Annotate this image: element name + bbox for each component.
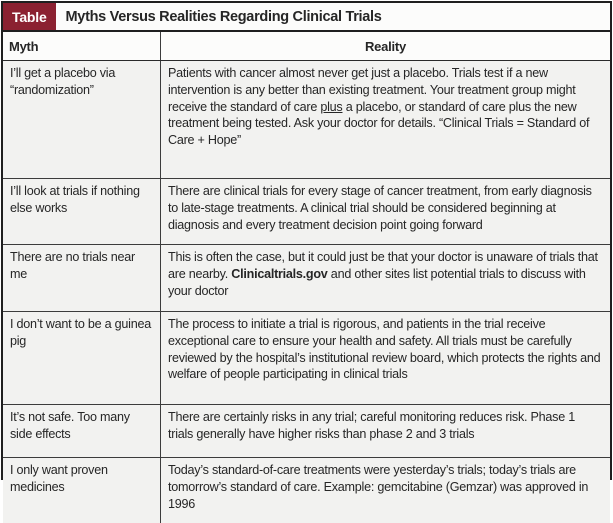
reality-cell: Patients with cancer almost never get ju… [161, 61, 611, 179]
myth-cell: It’s not safe. Too many side effects [3, 405, 161, 458]
myths-realities-table-figure: Table Myths Versus Realities Regarding C… [1, 1, 612, 480]
myth-cell: There are no trials near me [3, 245, 161, 312]
myth-cell: I’ll look at trials if nothing else work… [3, 179, 161, 245]
reality-cell: Today’s standard-of-care treatments were… [161, 458, 611, 523]
column-header-myth: Myth [3, 32, 161, 61]
column-header-reality: Reality [161, 32, 611, 61]
reality-text-segment: There are clinical trials for every stag… [168, 184, 592, 232]
myth-cell: I only want proven medicines [3, 458, 161, 523]
table-badge: Table [3, 3, 56, 30]
reality-text-segment: The process to initiate a trial is rigor… [168, 317, 600, 381]
table-title: Myths Versus Realities Regarding Clinica… [66, 3, 382, 30]
reality-text-segment: There are certainly risks in any trial; … [168, 410, 575, 441]
reality-cell: This is often the case, but it could jus… [161, 245, 611, 312]
myth-cell: I don’t want to be a guinea pig [3, 312, 161, 405]
reality-text-segment: plus [320, 100, 342, 114]
table-row: I’ll get a placebo via “randomization”Pa… [3, 61, 610, 179]
table-title-bar: Table Myths Versus Realities Regarding C… [3, 3, 610, 32]
table-body: I’ll get a placebo via “randomization”Pa… [3, 61, 610, 523]
reality-text-segment: Clinicaltrials.gov [231, 267, 327, 281]
myths-vs-realities-table: Myth Reality I’ll get a placebo via “ran… [3, 32, 610, 523]
reality-cell: There are clinical trials for every stag… [161, 179, 611, 245]
column-header-row: Myth Reality [3, 32, 610, 61]
table-row: I’ll look at trials if nothing else work… [3, 179, 610, 245]
reality-cell: The process to initiate a trial is rigor… [161, 312, 611, 405]
reality-cell: There are certainly risks in any trial; … [161, 405, 611, 458]
myth-cell: I’ll get a placebo via “randomization” [3, 61, 161, 179]
reality-text-segment: Today’s standard-of-care treatments were… [168, 463, 588, 511]
